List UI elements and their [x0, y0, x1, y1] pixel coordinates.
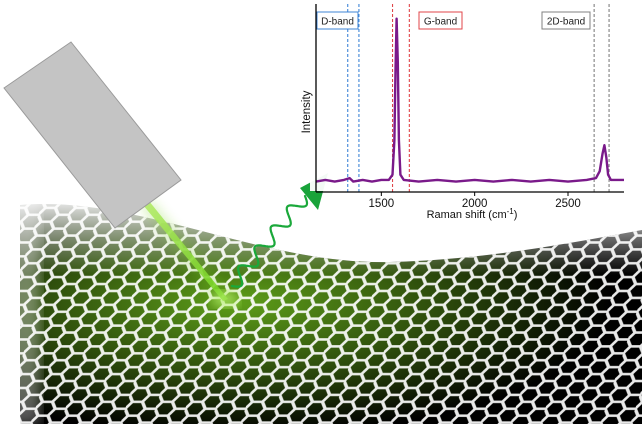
laser-instrument	[3, 41, 182, 229]
band-label-g-text: G-band	[424, 17, 457, 28]
chart-background	[310, 3, 636, 191]
x-ticks: 1500 2000 2500	[369, 192, 581, 210]
band-label-2d-text: 2D-band	[547, 17, 585, 28]
x-axis-label: Raman shift (cm-1)	[427, 207, 518, 221]
graphene-sheet	[0, 195, 642, 424]
band-label-d: D-band	[316, 11, 359, 30]
x-tick-label-1500: 1500	[369, 198, 395, 210]
spectrum-line	[315, 17, 624, 183]
x-tick-label-2000: 2000	[462, 198, 488, 210]
y-axis-label: Intensity	[301, 90, 313, 133]
band-marker-lines	[347, 4, 610, 192]
laser-beam	[141, 200, 239, 307]
band-label-2d: 2D-band	[541, 11, 591, 30]
band-label-g: G-band	[418, 11, 463, 30]
x-tick-label-2500: 2500	[555, 198, 581, 210]
raman-spectrum-chart: D-band G-band 2D-band 1500 2000 2500 Inten…	[301, 3, 636, 221]
band-label-d-text: D-band	[321, 17, 354, 28]
